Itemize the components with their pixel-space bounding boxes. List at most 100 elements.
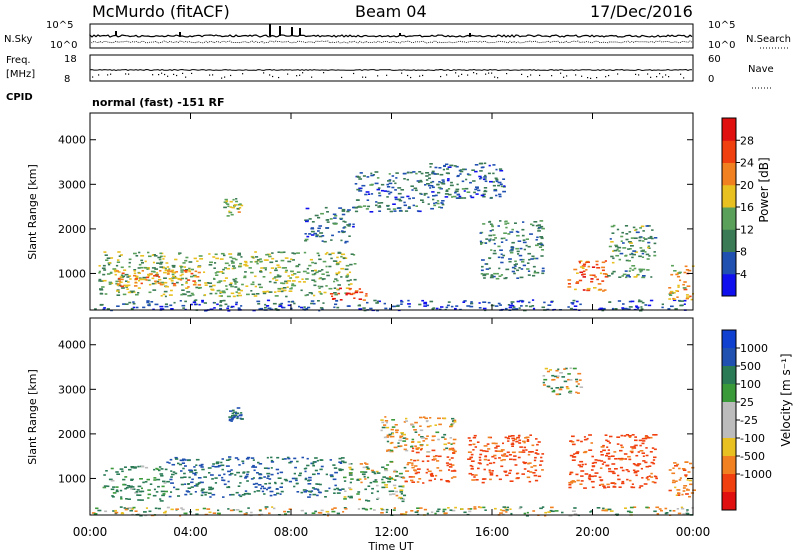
velocity-echo-cell [130,508,134,510]
velocity-echo-cell [532,510,536,512]
velocity-echo-cell [387,480,392,483]
velocity-echo-cell [535,449,539,451]
power-echo-cell [272,302,277,305]
power-echo-cell [264,268,267,271]
velocity-echo-cell [494,450,498,452]
power-echo-cell [306,267,309,270]
power-echo-cell [214,272,218,274]
velocity-echo-cell [423,508,428,511]
velocity-echo-cell [491,442,496,445]
power-echo-cell [246,293,250,296]
nave-dot [353,72,355,75]
velocity-echo-cell [253,490,256,493]
velocity-echo-cell [228,418,231,421]
power-echo-cell [271,252,274,254]
power-echo-cell [531,224,535,227]
velocity-echo-cell [212,512,217,514]
power-echo-cell [634,251,638,253]
power-echo-cell [226,267,230,270]
power-echo-cell [120,274,124,276]
power-echo-cell [154,303,159,306]
velocity-colorbar-tick-label: 1000 [740,342,768,355]
velocity-colorbar-segment [722,474,736,493]
velocity-echo-cell [403,421,407,423]
power-echo-cell [638,299,641,301]
velocity-echo-cell [300,491,303,494]
power-echo-cell [681,300,684,302]
velocity-echo-region [166,456,345,498]
power-echo-cell [259,271,263,273]
power-echo-cell [305,278,309,280]
power-echo-cell [505,239,508,241]
power-echo-cell [437,186,442,189]
power-echo-cell [330,257,333,260]
power-echo-cell [125,280,128,282]
power-echo-cell [266,299,271,302]
power-echo-cell [490,274,494,276]
power-echo-cell [450,181,453,184]
power-echo-cell [304,239,308,242]
power-echo-cell [359,206,363,208]
power-echo-cell [671,292,675,294]
power-echo-cell [184,259,188,262]
power-echo-cell [541,272,545,275]
power-echo-cell [293,252,297,255]
power-echo-cell [102,308,106,311]
power-echo-cell [507,233,511,235]
power-ytick-label: 3000 [58,178,86,191]
power-echo-cell [116,284,120,286]
power-echo-cell [496,272,499,275]
power-echo-cell [518,307,521,309]
velocity-echo-cell [243,492,248,495]
velocity-echo-cell [664,512,668,515]
power-echo-cell [625,233,629,235]
velocity-echo-cell [500,459,503,462]
velocity-echo-cell [364,478,367,480]
velocity-ytick-label: 2000 [58,428,86,441]
velocity-echo-cell [484,509,487,511]
power-echo-cell [508,306,513,309]
power-echo-cell [491,181,495,183]
power-echo-cell [330,239,333,241]
power-echo-cell [165,285,169,288]
power-echo-cell [138,251,141,254]
velocity-echo-cell [211,493,216,496]
power-echo-cell [340,267,345,270]
power-echo-cell [147,279,151,282]
velocity-echo-cell [590,510,593,512]
nave-dot [668,76,670,78]
nave-dot [98,74,100,76]
power-echo-cell [325,285,328,287]
nave-dot [497,77,499,79]
power-echo-cell [190,303,193,306]
power-echo-region [304,206,357,244]
power-echo-cell [194,275,197,278]
velocity-echo-cell [390,490,395,492]
velocity-echo-cell [509,458,513,461]
power-echo-cell [333,292,337,294]
velocity-echo-cell [211,487,215,490]
velocity-echo-cell [195,508,199,511]
power-echo-cell [133,270,136,272]
velocity-echo-cell [398,439,402,442]
power-echo-cell [449,164,454,167]
velocity-echo-cell [315,483,318,485]
velocity-echo-cell [182,458,186,461]
velocity-echo-cell [590,469,594,471]
nave-dot [461,73,463,75]
velocity-echo-cell [267,467,270,470]
power-echo-cell [212,256,216,258]
cpid-text: normal (fast) -151 RF [92,96,225,109]
power-echo-cell [451,196,454,198]
velocity-echo-cell [342,511,345,513]
power-echo-cell [166,273,170,275]
velocity-echo-cell [526,439,530,441]
power-echo-cell [504,223,508,225]
power-echo-cell [315,235,319,238]
velocity-echo-cell [460,508,464,510]
power-echo-cell [237,254,242,256]
power-echo-cell [456,183,459,186]
power-echo-cell [262,290,267,293]
power-echo-cell [235,258,238,261]
